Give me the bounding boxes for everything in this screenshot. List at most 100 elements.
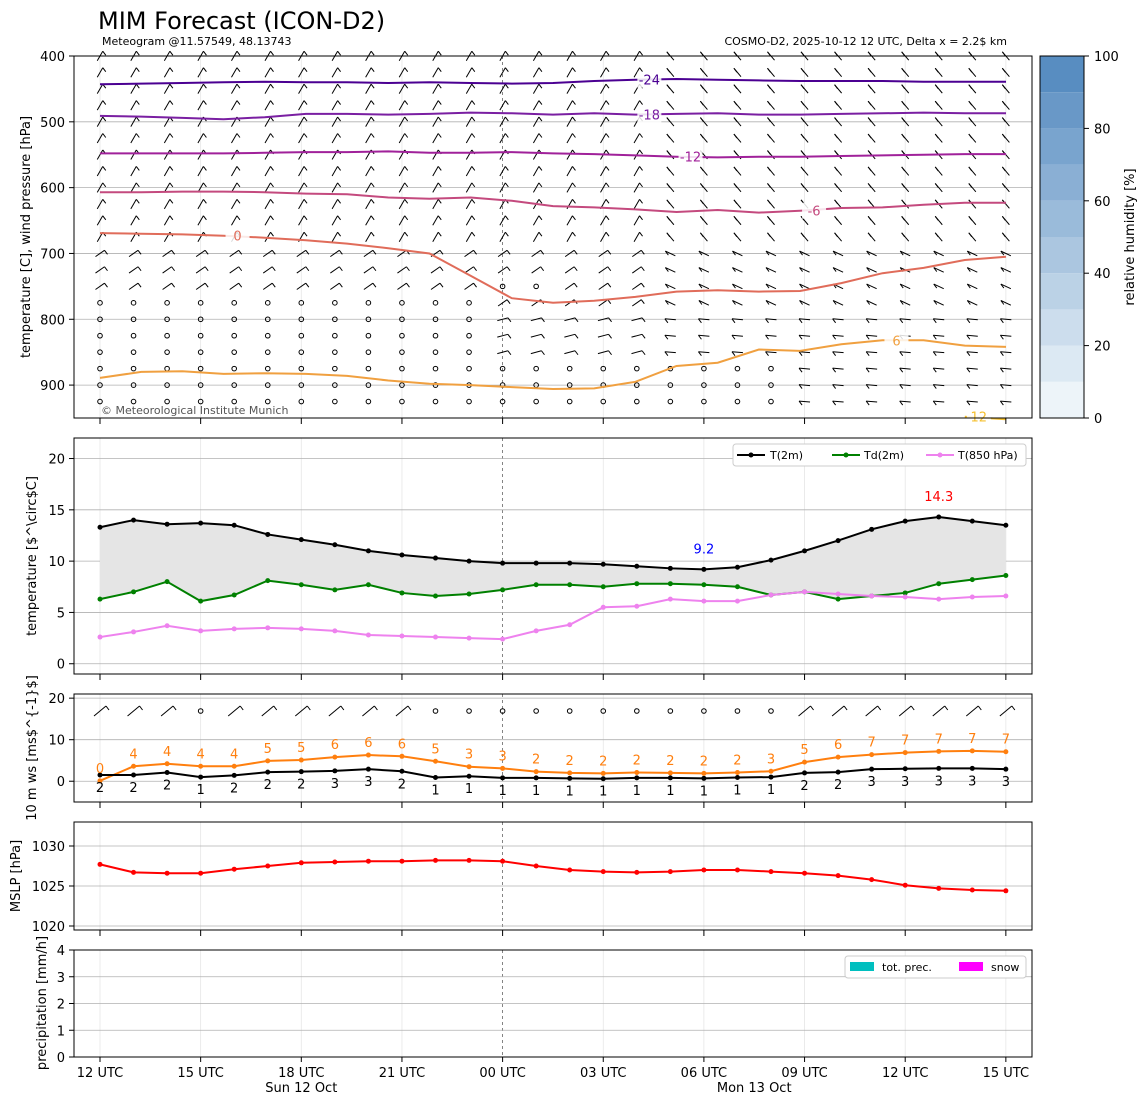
colorbar-tick: 20 — [1094, 340, 1111, 355]
wind-barb-calm — [466, 300, 472, 306]
data-point — [768, 774, 774, 780]
data-point — [1003, 522, 1009, 528]
wind-barb — [731, 318, 743, 324]
wind-barb — [831, 705, 848, 717]
wind-barb — [698, 334, 710, 340]
wind-barb — [598, 249, 612, 258]
wind-barb-calm — [332, 332, 338, 339]
data-point — [97, 778, 103, 784]
wind-barb — [398, 166, 409, 177]
wind-barb — [465, 231, 476, 243]
axis-label-temperature: temperature [$^\circ$C] — [25, 476, 40, 636]
wind-barb — [866, 250, 877, 257]
data-point — [667, 565, 673, 571]
wind-barb — [732, 267, 743, 273]
wind-barb — [296, 282, 310, 290]
wind-barb — [867, 216, 876, 226]
wind-barb — [965, 705, 982, 717]
wind-barb — [566, 215, 576, 226]
copyright: © Meteorological Institute Munich — [101, 404, 288, 417]
wind-barb-calm — [600, 398, 607, 405]
data-point — [701, 598, 707, 604]
wind-barb — [798, 351, 811, 357]
wind-barb — [96, 199, 107, 210]
gust-label: 2 — [700, 754, 708, 769]
data-point — [500, 765, 506, 771]
wind-barb — [901, 166, 910, 176]
wind-barb-calm — [332, 316, 338, 323]
wind-barb — [867, 84, 876, 94]
data-point — [667, 581, 673, 587]
wind-barb — [564, 350, 579, 356]
wind-barb — [365, 182, 375, 193]
wind-barb — [465, 133, 476, 144]
wind-barb-calm — [634, 382, 640, 388]
y-tick-label: 700 — [40, 247, 65, 262]
wind-barb — [330, 282, 343, 290]
data-point — [835, 591, 841, 597]
wind-barb — [901, 232, 910, 242]
wind-barb — [499, 166, 509, 177]
wind-barb — [832, 400, 844, 406]
wind-barb-calm — [264, 349, 271, 355]
wind-barb — [901, 100, 910, 110]
wind-barb — [733, 183, 742, 193]
wind-barb — [365, 166, 375, 177]
data-point — [634, 563, 640, 569]
colorbar-label: relative humidity [%] — [1123, 168, 1138, 305]
wind-barb — [865, 367, 878, 373]
data-point — [500, 636, 506, 642]
data-point — [533, 863, 539, 869]
wind-barb-calm — [197, 708, 204, 714]
wind-barb — [899, 318, 911, 324]
wind-barb — [331, 100, 342, 111]
wind-barb — [866, 300, 877, 306]
wind-barb — [298, 199, 308, 210]
wind-barb — [1000, 300, 1012, 306]
wind-barb — [96, 100, 107, 111]
data-point — [936, 514, 942, 520]
data-point — [198, 774, 204, 780]
wind-barb — [231, 133, 241, 144]
x-tick-label: 21 UTC — [379, 1066, 425, 1081]
wind-barb — [397, 282, 410, 290]
wind-barb — [600, 100, 610, 111]
data-point — [969, 887, 975, 893]
wind-barb — [664, 351, 676, 357]
data-point — [969, 518, 975, 524]
wind-barb — [698, 267, 710, 273]
wind-barb — [600, 215, 610, 226]
wind-barb-calm — [533, 365, 539, 372]
data-point — [701, 867, 707, 873]
data-point — [600, 561, 606, 567]
mean-label: 1 — [700, 784, 708, 799]
data-point — [835, 769, 841, 775]
wind-barb — [130, 215, 140, 226]
y-tick-label: 600 — [40, 182, 65, 197]
panel-mslp: 1020 1025 1030 MSLP [hPa] — [9, 821, 1033, 935]
wind-barb — [264, 166, 274, 177]
wind-barb-calm — [634, 398, 640, 405]
data-point — [533, 582, 539, 588]
data-point — [332, 542, 338, 548]
time-axis: 12 UTC 15 UTC 18 UTC 21 UTC 00 UTC 03 UTC 06 U… — [77, 418, 1029, 1096]
wind-barb — [330, 266, 343, 274]
data-point — [869, 526, 875, 532]
wind-barb — [698, 300, 710, 306]
wind-barb-calm — [197, 365, 204, 372]
wind-barb — [699, 67, 708, 77]
data-point — [802, 589, 808, 595]
data-point — [399, 858, 405, 864]
wind-barb — [163, 199, 174, 210]
wind-barb — [432, 199, 442, 210]
wind-barb — [128, 282, 142, 290]
wind-barb — [934, 183, 943, 193]
wind-barb — [834, 232, 843, 242]
data-point — [399, 590, 405, 596]
wind-barb — [566, 116, 576, 127]
wind-barb-calm — [566, 382, 573, 388]
data-point — [365, 766, 371, 772]
wind-barb — [600, 231, 610, 243]
data-point — [600, 770, 606, 776]
data-point — [734, 584, 740, 590]
